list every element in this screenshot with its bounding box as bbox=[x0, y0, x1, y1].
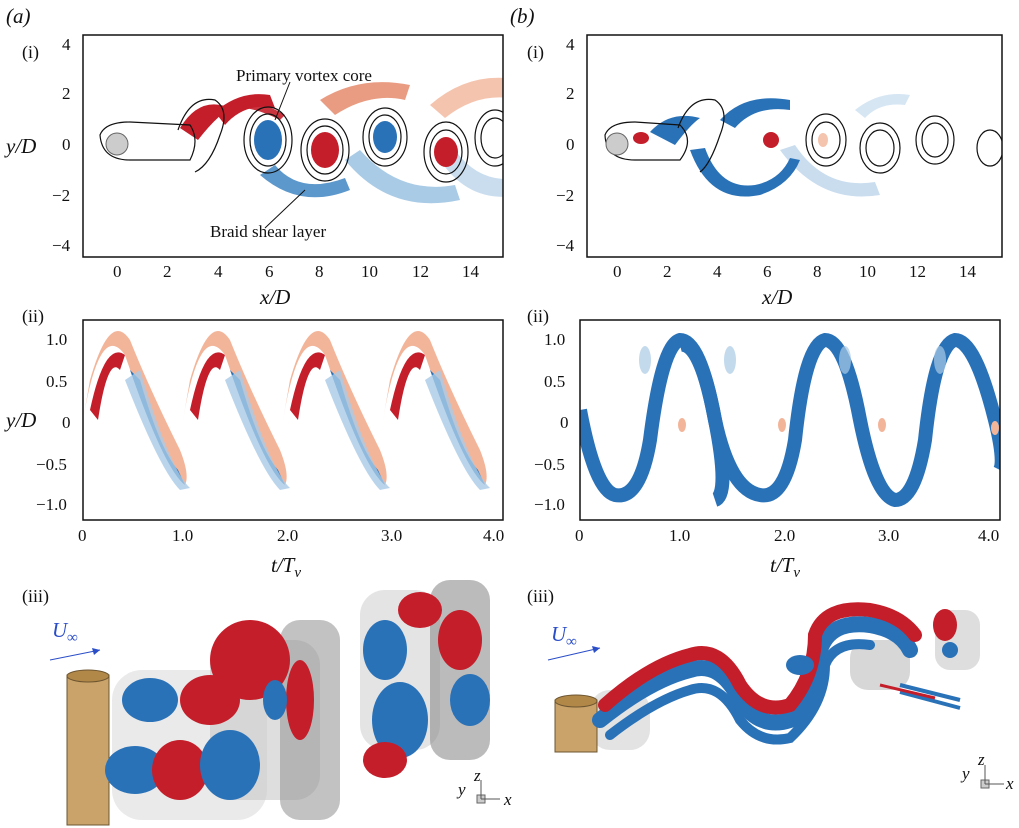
sub-label-a-iii: (iii) bbox=[22, 586, 49, 606]
xlabel-b-i: x/D bbox=[762, 285, 793, 309]
xtick-b-i-6: 12 bbox=[909, 262, 926, 281]
axis-triad-y-b: y bbox=[962, 764, 970, 783]
sub-label-b-i: (i) bbox=[527, 42, 544, 62]
ytick-a-ii-4: −1.0 bbox=[36, 495, 67, 514]
ytick-b-ii-0: 1.0 bbox=[544, 330, 566, 349]
ytick-a-i-1: 2 bbox=[62, 84, 71, 103]
xtick-b-i-0: 0 bbox=[613, 262, 622, 281]
ytick-b-ii-1: 0.5 bbox=[544, 372, 566, 391]
time-plot-b bbox=[580, 332, 1000, 508]
ytick-b-i-2: 0 bbox=[566, 135, 575, 154]
xtick-a-i-5: 10 bbox=[361, 262, 378, 281]
xtick-b-i-2: 4 bbox=[713, 262, 722, 281]
ytick-b-i-4: −4 bbox=[556, 236, 575, 255]
xtick-a-i-0: 0 bbox=[113, 262, 122, 281]
isosurface-a bbox=[49, 580, 500, 826]
sub-label-b-iii: (iii) bbox=[527, 586, 554, 606]
xlabel-a-ii-text: t/T bbox=[271, 553, 295, 577]
sub-label-a-i: (i) bbox=[22, 42, 39, 62]
flow-label-a-sub: ∞ bbox=[67, 630, 78, 647]
xlabel-a-ii-sub: v bbox=[294, 565, 302, 582]
ytick-a-i-3: −2 bbox=[52, 186, 71, 205]
xtick-a-i-7: 14 bbox=[462, 262, 479, 281]
annotation-line-primary bbox=[274, 81, 291, 121]
sub-label-a-ii: (ii) bbox=[22, 306, 44, 326]
xtick-b-i-4: 8 bbox=[813, 262, 822, 281]
isosurface-b bbox=[547, 602, 1004, 789]
ytick-b-i-3: −2 bbox=[556, 186, 575, 205]
xtick-b-ii-4: 4.0 bbox=[978, 526, 1000, 545]
axis-triad-x-a: x bbox=[504, 790, 512, 809]
ytick-a-ii-0: 1.0 bbox=[46, 330, 68, 349]
xlabel-a-ii: t/Tv bbox=[271, 553, 301, 582]
axis-triad-y-a: y bbox=[458, 780, 466, 799]
xtick-b-i-3: 6 bbox=[763, 262, 772, 281]
axes-frame-a-i bbox=[82, 34, 504, 258]
ytick-b-ii-4: −1.0 bbox=[534, 495, 565, 514]
xtick-b-i-1: 2 bbox=[663, 262, 672, 281]
annotation-line-braid bbox=[264, 189, 306, 229]
cylinder-shape bbox=[66, 674, 110, 826]
annotation-braid-shear-layer: Braid shear layer bbox=[210, 222, 327, 241]
ytick-b-ii-2: 0 bbox=[560, 413, 569, 432]
ytick-b-ii-3: −0.5 bbox=[534, 455, 565, 474]
ytick-a-ii-1: 0.5 bbox=[46, 372, 68, 391]
ylabel-a-i: y/D bbox=[6, 134, 37, 158]
xtick-b-ii-1: 1.0 bbox=[669, 526, 691, 545]
sub-label-b-ii: (ii) bbox=[527, 306, 549, 326]
xlabel-a-i: x/D bbox=[260, 285, 291, 309]
axes-frame-a-ii bbox=[82, 319, 504, 521]
xtick-b-i-7: 14 bbox=[959, 262, 976, 281]
xlabel-b-ii-text: t/T bbox=[770, 553, 794, 577]
xtick-b-ii-2: 2.0 bbox=[774, 526, 796, 545]
ytick-a-ii-3: −0.5 bbox=[36, 455, 67, 474]
axis-triad-x-b: x bbox=[1006, 774, 1014, 793]
ytick-a-i-2: 0 bbox=[62, 135, 71, 154]
axis-triad-z-a: z bbox=[474, 766, 481, 785]
ytick-a-ii-2: 0 bbox=[62, 413, 71, 432]
annotation-primary-vortex-core: Primary vortex core bbox=[236, 66, 372, 85]
ytick-a-i-0: 4 bbox=[62, 35, 71, 54]
panel-label-b: (b) bbox=[510, 4, 535, 28]
ytick-a-i-4: −4 bbox=[52, 236, 71, 255]
xtick-a-ii-1: 1.0 bbox=[172, 526, 194, 545]
xtick-a-i-4: 8 bbox=[315, 262, 324, 281]
xtick-a-ii-4: 4.0 bbox=[483, 526, 505, 545]
flow-label-b: U∞ bbox=[551, 622, 577, 651]
wake-plot-b bbox=[604, 94, 1002, 197]
xtick-a-i-6: 12 bbox=[412, 262, 429, 281]
xtick-a-i-3: 6 bbox=[265, 262, 274, 281]
xtick-a-ii-3: 3.0 bbox=[381, 526, 403, 545]
ylabel-a-ii: y/D bbox=[6, 408, 37, 432]
ytick-b-i-1: 2 bbox=[566, 84, 575, 103]
wake-plot-a bbox=[99, 77, 503, 204]
xtick-a-ii-0: 0 bbox=[78, 526, 87, 545]
flow-label-b-sub: ∞ bbox=[566, 634, 577, 651]
axes-frame-b-ii bbox=[579, 319, 1001, 521]
time-plot-a bbox=[83, 331, 490, 490]
xlabel-b-ii: t/Tv bbox=[770, 553, 800, 582]
panel-label-a: (a) bbox=[6, 4, 31, 28]
ytick-b-i-0: 4 bbox=[566, 35, 575, 54]
xtick-a-i-2: 4 bbox=[214, 262, 223, 281]
xlabel-b-ii-sub: v bbox=[793, 565, 801, 582]
flow-label-b-text: U bbox=[551, 622, 567, 646]
flow-label-a-text: U bbox=[52, 618, 68, 642]
xtick-a-ii-2: 2.0 bbox=[277, 526, 299, 545]
axes-frame-b-i bbox=[586, 34, 1003, 258]
xtick-a-i-1: 2 bbox=[163, 262, 172, 281]
xtick-b-ii-3: 3.0 bbox=[878, 526, 900, 545]
xtick-b-ii-0: 0 bbox=[575, 526, 584, 545]
xtick-b-i-5: 10 bbox=[859, 262, 876, 281]
flow-label-a: U∞ bbox=[52, 618, 78, 647]
axis-triad-z-b: z bbox=[978, 750, 985, 769]
